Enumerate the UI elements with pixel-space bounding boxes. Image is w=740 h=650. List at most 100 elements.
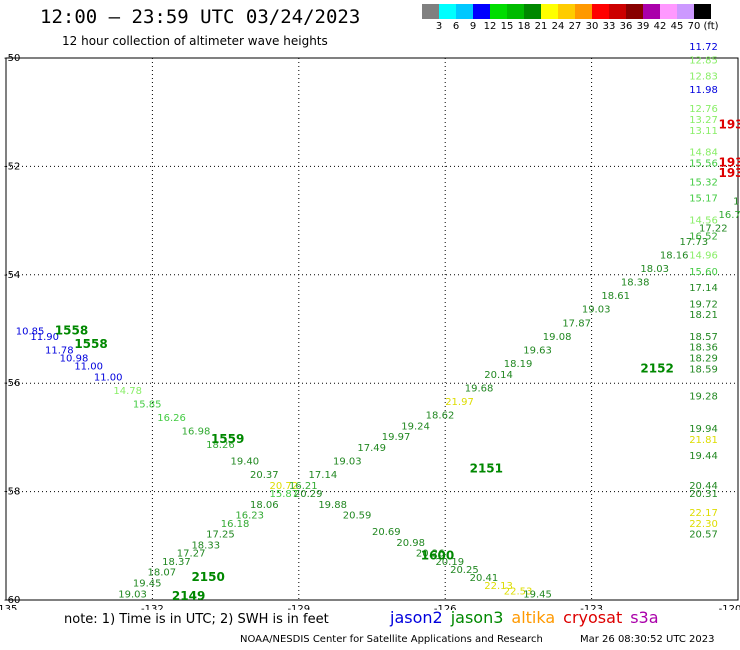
wave-height-label: 20.44 bbox=[689, 481, 718, 492]
pass-time-label: 1936 bbox=[718, 117, 740, 131]
color-scale-tick: 70 bbox=[687, 21, 701, 32]
color-scale-tick: 15 bbox=[500, 21, 514, 32]
wave-height-label: 18.38 bbox=[621, 278, 650, 289]
wave-height-label: 15.87 bbox=[270, 489, 299, 500]
wave-height-label: 18.36 bbox=[689, 343, 718, 354]
credit-line: NOAA/NESDIS Center for Satellite Applica… bbox=[240, 634, 543, 645]
wave-height-tracks: 10.8511.9011.7810.9811.0011.0014.7815.85… bbox=[16, 42, 740, 600]
wave-height-label: 20.14 bbox=[484, 370, 513, 381]
lat-tick-label: -58 bbox=[4, 487, 20, 498]
wave-height-label: 16.26 bbox=[157, 413, 186, 424]
color-scale-tick: 45 bbox=[670, 21, 684, 32]
lon-tick-label: -129 bbox=[287, 604, 310, 610]
map-subtitle: 12 hour collection of altimeter wave hei… bbox=[62, 34, 328, 48]
pass-time-label: 2152 bbox=[640, 361, 673, 375]
wave-height-label: 19.44 bbox=[689, 451, 718, 462]
map-title: 12:00 – 23:59 UTC 03/24/2023 bbox=[40, 6, 361, 28]
legend-entry-cryosat: cryosat bbox=[563, 608, 623, 627]
color-swatch bbox=[473, 4, 490, 19]
lon-tick-label: -120 bbox=[719, 604, 740, 610]
wave-height-label: 20.59 bbox=[343, 511, 372, 522]
pass-time-label: 2151 bbox=[470, 462, 503, 476]
altimeter-map: -135 -132 -129 -126 -123 -120 -50 -52 -54 -56 -58 -… bbox=[0, 42, 740, 610]
color-swatch bbox=[524, 4, 541, 19]
legend-entry-altika: altika bbox=[511, 608, 556, 627]
wave-height-label: 19.63 bbox=[523, 345, 552, 356]
wave-height-label: 19.03 bbox=[333, 457, 362, 468]
pass-time-label: 1559 bbox=[211, 432, 244, 446]
color-swatch bbox=[592, 4, 609, 19]
wave-height-label: 13.27 bbox=[689, 115, 718, 126]
color-scale-tick: 42 bbox=[653, 21, 667, 32]
wave-height-label: 18.26 bbox=[206, 440, 235, 451]
color-swatch bbox=[643, 4, 660, 19]
wave-height-label: 10.85 bbox=[16, 326, 45, 337]
wave-height-label: 14.84 bbox=[689, 148, 718, 159]
pass-time-label: 1558 bbox=[74, 337, 107, 351]
wave-height-label: 19.45 bbox=[133, 578, 162, 589]
wave-height-label: 17.22 bbox=[699, 223, 728, 234]
color-swatch bbox=[490, 4, 507, 19]
color-scale-tick: 9 bbox=[469, 21, 477, 32]
wave-height-label: 15.32 bbox=[689, 177, 718, 188]
color-scale-bar bbox=[422, 4, 711, 20]
wave-height-label: 19.03 bbox=[582, 305, 611, 316]
wave-height-label: 12.85 bbox=[689, 55, 718, 66]
wave-height-label: 19.97 bbox=[382, 432, 411, 443]
wave-height-label: 19.08 bbox=[543, 332, 572, 343]
wave-height-label: 15.56 bbox=[689, 158, 718, 169]
wave-height-label: 12.83 bbox=[689, 72, 718, 83]
color-scale-tick: 30 bbox=[585, 21, 599, 32]
wave-height-label: 20.41 bbox=[470, 573, 499, 584]
wave-height-label: 21.81 bbox=[689, 435, 718, 446]
wave-height-label: 17.14 bbox=[309, 470, 338, 481]
wave-height-label: 18.06 bbox=[250, 500, 279, 511]
wave-height-label: 20.31 bbox=[689, 489, 718, 500]
legend-entry-s3a: s3a bbox=[630, 608, 659, 627]
wave-height-label: 20.29 bbox=[294, 489, 323, 500]
wave-height-label: 21.97 bbox=[445, 397, 474, 408]
wave-height-label: 17.87 bbox=[562, 318, 591, 329]
wave-height-label: 16.98 bbox=[182, 427, 211, 438]
color-swatch bbox=[609, 4, 626, 19]
wave-height-label: 19.40 bbox=[230, 457, 259, 468]
wave-height-label: 18.19 bbox=[504, 359, 533, 370]
wave-height-label: 18.21 bbox=[689, 310, 718, 321]
wave-height-label: 19.24 bbox=[401, 421, 430, 432]
wave-height-label: 20.25 bbox=[450, 565, 479, 576]
wave-height-label: 16.52 bbox=[689, 232, 718, 243]
pass-time-label: 2150 bbox=[191, 570, 224, 584]
color-scale-tick: 24 bbox=[551, 21, 565, 32]
wave-height-label: 15.60 bbox=[689, 267, 718, 278]
wave-height-label: 18.62 bbox=[426, 410, 455, 421]
generated-timestamp: Mar 26 08:30:52 UTC 2023 bbox=[580, 634, 715, 645]
wave-height-label: 20.19 bbox=[435, 557, 464, 568]
pass-time-label: 1935 bbox=[718, 166, 740, 180]
wave-height-label: 11.00 bbox=[94, 372, 123, 383]
wave-height-label: 18.59 bbox=[689, 364, 718, 375]
wave-height-label: 10.98 bbox=[60, 354, 89, 365]
color-swatch bbox=[541, 4, 558, 19]
wave-height-label: 19.28 bbox=[689, 391, 718, 402]
wave-height-label: 14.96 bbox=[689, 251, 718, 262]
wave-height-label: 18.33 bbox=[191, 541, 220, 552]
wave-height-label: 16.23 bbox=[235, 511, 264, 522]
wave-height-label: 18.57 bbox=[689, 332, 718, 343]
wave-height-label: 13.11 bbox=[689, 126, 718, 137]
lat-lon-grid bbox=[5, 57, 739, 601]
color-swatch bbox=[507, 4, 524, 19]
lon-tick-label: -126 bbox=[434, 604, 457, 610]
footnote: note: 1) Time is in UTC; 2) SWH is in fe… bbox=[64, 612, 329, 627]
wave-height-label: 22.30 bbox=[689, 519, 718, 530]
wave-height-label: 19.03 bbox=[118, 589, 147, 600]
wave-height-label: 17.14 bbox=[689, 283, 718, 294]
wave-height-label: 11.78 bbox=[45, 345, 74, 356]
lon-tick-label: -135 bbox=[0, 604, 17, 610]
color-scale-tick: 3 bbox=[435, 21, 443, 32]
wave-height-label: 17.27 bbox=[177, 549, 206, 560]
wave-height-label: 20.72 bbox=[270, 481, 299, 492]
wave-height-label: 12.76 bbox=[689, 104, 718, 115]
color-swatch bbox=[677, 4, 694, 19]
wave-height-label: 18.16 bbox=[660, 251, 689, 262]
